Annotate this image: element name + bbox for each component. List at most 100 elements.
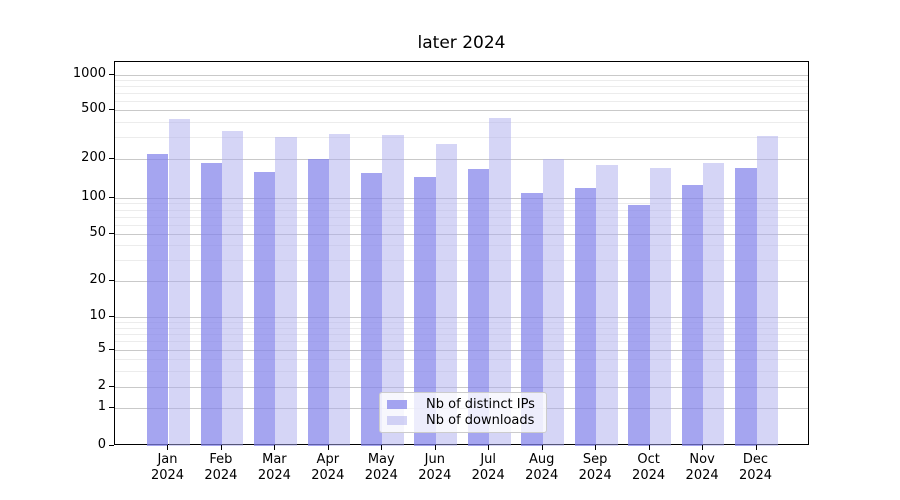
minor-gridline-80 <box>115 210 808 211</box>
y-tick-0 <box>109 445 114 446</box>
x-tick-aug <box>542 445 543 450</box>
minor-gridline-30 <box>115 260 808 261</box>
bar-downloads-nov <box>703 163 725 446</box>
x-tick-label-jun: Jun 2024 <box>418 452 452 483</box>
bar-distinct-ips-apr <box>307 158 329 446</box>
bar-downloads-jul <box>489 118 511 446</box>
minor-gridline-700 <box>115 93 808 94</box>
bar-downloads-jun <box>435 144 458 446</box>
y-tick-2 <box>109 386 114 387</box>
bar-distinct-ips-aug <box>521 192 543 446</box>
y-tick-label-2: 2 <box>97 378 106 393</box>
bar-distinct-ips-jul <box>467 168 490 446</box>
y-tick-label-200: 200 <box>81 150 106 165</box>
bar-distinct-ips-may <box>360 173 383 446</box>
minor-gridline-6 <box>115 341 808 342</box>
y-tick-5 <box>109 349 114 350</box>
minor-gridline-7 <box>115 334 808 335</box>
bar-downloads-dec <box>756 136 778 446</box>
minor-gridline-40 <box>115 245 808 246</box>
bar-distinct-ips-sep <box>574 187 597 446</box>
bar-downloads-may <box>382 134 404 446</box>
x-tick-label-jan: Jan 2024 <box>150 452 185 483</box>
x-tick-dec <box>756 445 757 450</box>
minor-gridline-300 <box>115 137 808 138</box>
bar-downloads-oct <box>649 168 671 446</box>
legend-item-downloads: Nb of downloads <box>387 413 538 428</box>
major-gridline-1000 <box>115 75 808 76</box>
x-tick-label-dec: Dec 2024 <box>738 452 773 483</box>
major-gridline-100 <box>115 198 808 199</box>
x-tick-feb <box>221 445 222 450</box>
x-tick-label-feb: Feb 2024 <box>204 452 238 483</box>
y-tick-1 <box>109 407 114 408</box>
x-tick-mar <box>274 445 275 450</box>
y-tick-label-10: 10 <box>89 308 106 323</box>
minor-gridline-90 <box>115 203 808 204</box>
y-tick-50 <box>109 233 114 234</box>
x-tick-label-jul: Jul 2024 <box>471 452 505 483</box>
bar-distinct-ips-oct <box>628 205 650 446</box>
bar-downloads-aug <box>542 158 565 446</box>
x-tick-jun <box>435 445 436 450</box>
legend: Nb of distinct IPs Nb of downloads <box>379 392 547 433</box>
legend-item-distinct-ips: Nb of distinct IPs <box>387 397 538 412</box>
major-gridline-500 <box>115 110 808 111</box>
major-gridline-5 <box>115 350 808 351</box>
bar-distinct-ips-dec <box>735 168 757 446</box>
minor-gridline-8 <box>115 328 808 329</box>
x-tick-jan <box>167 445 168 450</box>
bar-distinct-ips-jan <box>147 153 169 446</box>
y-tick-500 <box>109 109 114 110</box>
legend-swatch-downloads <box>387 416 407 426</box>
minor-gridline-3 <box>115 371 808 372</box>
minor-gridline-900 <box>115 80 808 81</box>
chart-title: later 2024 <box>417 33 506 53</box>
legend-swatch-distinct-ips <box>387 399 407 409</box>
x-tick-apr <box>328 445 329 450</box>
x-tick-label-nov: Nov 2024 <box>685 452 719 483</box>
y-tick-label-5: 5 <box>97 341 106 356</box>
minor-gridline-60 <box>115 225 808 226</box>
y-tick-label-1: 1 <box>97 399 106 414</box>
bar-downloads-feb <box>221 131 244 446</box>
x-tick-label-aug: Aug 2024 <box>525 452 559 483</box>
minor-gridline-800 <box>115 86 808 87</box>
x-tick-oct <box>649 445 650 450</box>
y-tick-label-50: 50 <box>89 225 106 240</box>
minor-gridline-600 <box>115 101 808 102</box>
bar-distinct-ips-mar <box>254 171 276 446</box>
bar-downloads-mar <box>275 137 297 446</box>
x-tick-label-may: May 2024 <box>364 452 398 483</box>
minor-gridline-4 <box>115 359 808 360</box>
y-tick-label-100: 100 <box>81 189 106 204</box>
major-gridline-20 <box>115 281 808 282</box>
y-tick-200 <box>109 158 114 159</box>
y-tick-label-20: 20 <box>89 272 106 287</box>
minor-gridline-70 <box>115 217 808 218</box>
y-tick-label-0: 0 <box>97 437 106 452</box>
bar-distinct-ips-jun <box>414 177 436 446</box>
x-tick-sep <box>595 445 596 450</box>
x-tick-jul <box>488 445 489 450</box>
x-tick-label-apr: Apr 2024 <box>311 452 345 483</box>
bar-distinct-ips-feb <box>200 163 222 446</box>
major-gridline-200 <box>115 159 808 160</box>
major-gridline-50 <box>115 234 808 235</box>
y-tick-20 <box>109 280 114 281</box>
x-tick-label-sep: Sep 2024 <box>578 452 612 483</box>
legend-label-distinct-ips: Nb of distinct IPs <box>426 396 535 412</box>
plot-area <box>114 61 809 446</box>
bar-downloads-sep <box>596 164 618 446</box>
bar-distinct-ips-nov <box>681 184 704 446</box>
minor-gridline-9 <box>115 322 808 323</box>
bar-downloads-jan <box>168 119 190 446</box>
x-tick-label-oct: Oct 2024 <box>632 452 666 483</box>
major-gridline-10 <box>115 317 808 318</box>
y-tick-10 <box>109 316 114 317</box>
legend-label-downloads: Nb of downloads <box>426 413 535 429</box>
y-tick-1000 <box>109 74 114 75</box>
minor-gridline-400 <box>115 122 808 123</box>
x-tick-label-mar: Mar 2024 <box>257 452 291 483</box>
